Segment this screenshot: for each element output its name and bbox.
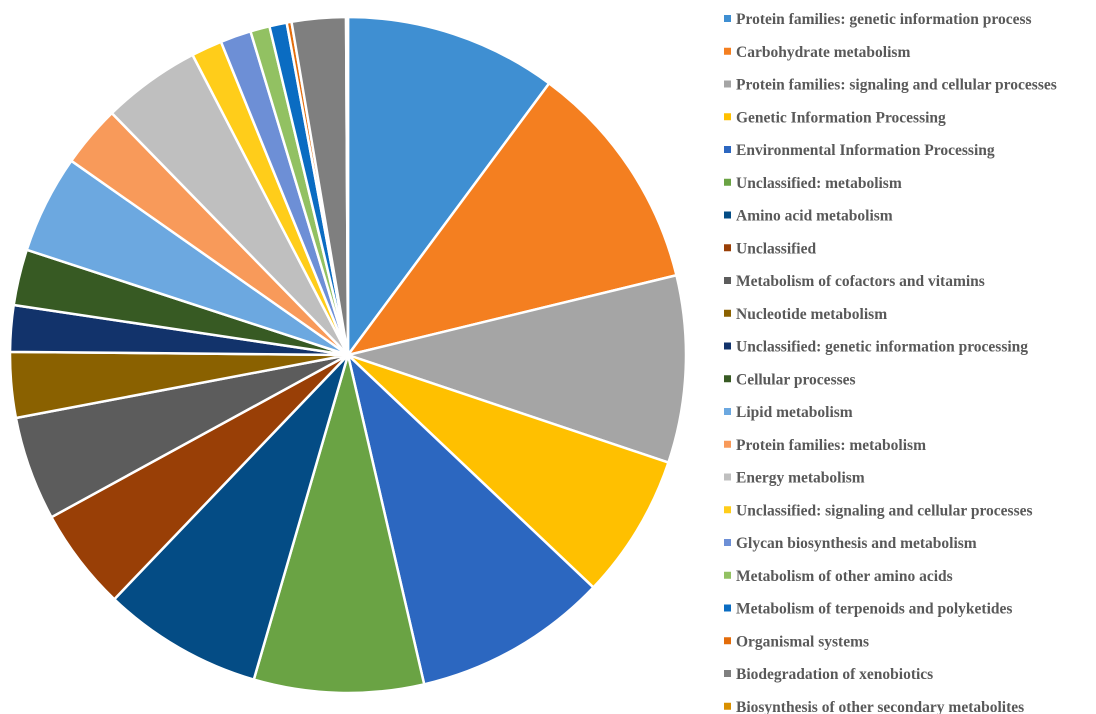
legend-swatch (724, 244, 731, 252)
legend-label: Metabolism of terpenoids and polyketides (736, 601, 1012, 618)
legend-swatch (724, 408, 731, 415)
legend-item: Biosynthesis of other secondary metaboli… (724, 699, 1024, 714)
legend-label: Carbohydrate metabolism (736, 44, 910, 61)
legend-item: Nucleotide metabolism (724, 306, 887, 323)
legend-item: Metabolism of cofactors and vitamins (724, 273, 985, 290)
legend-label: Biodegradation of xenobiotics (736, 666, 933, 683)
legend-item: Metabolism of other amino acids (724, 568, 953, 585)
legend-item: Protein families: genetic information pr… (724, 11, 1032, 28)
pie-slice-4 (346, 353, 595, 686)
legend-label: Unclassified: genetic information proces… (736, 339, 1028, 356)
pie-slice-21 (344, 15, 350, 357)
legend-item: Organismal systems (724, 633, 869, 650)
legend-item: Metabolism of terpenoids and polyketides (724, 601, 1012, 618)
legend: Protein families: genetic information pr… (724, 11, 1057, 714)
legend-label: Organismal systems (736, 633, 869, 650)
legend-label: Genetic Information Processing (736, 109, 946, 126)
legend-label: Protein families: metabolism (736, 437, 926, 454)
legend-item: Unclassified: genetic information proces… (724, 339, 1028, 356)
legend-item: Unclassified: metabolism (724, 175, 902, 192)
legend-label: Metabolism of cofactors and vitamins (736, 273, 985, 290)
legend-label: Protein families: genetic information pr… (736, 11, 1032, 28)
legend-item: Amino acid metabolism (724, 208, 893, 225)
legend-swatch (724, 473, 731, 481)
legend-item: Environmental Information Processing (724, 142, 995, 159)
legend-swatch (724, 15, 731, 22)
legend-item: Lipid metabolism (724, 404, 853, 421)
legend-swatch (724, 146, 731, 153)
legend-swatch (724, 178, 731, 186)
legend-swatch (724, 375, 731, 383)
legend-item: Biodegradation of xenobiotics (724, 666, 933, 683)
pie-slice-1 (346, 82, 678, 357)
legend-swatch (724, 506, 731, 514)
legend-item: Glycan biosynthesis and metabolism (724, 535, 977, 552)
legend-label: Unclassified: metabolism (736, 175, 902, 192)
legend-swatch (724, 539, 731, 546)
legend-swatch (724, 604, 731, 612)
legend-swatch (724, 309, 731, 317)
legend-swatch (724, 702, 731, 710)
legend-label: Energy metabolism (736, 470, 865, 487)
pie-slice-5 (252, 353, 426, 695)
legend-swatch (724, 113, 731, 121)
legend-label: Biosynthesis of other secondary metaboli… (736, 699, 1024, 714)
legend-label: Unclassified (736, 240, 816, 257)
legend-label: Unclassified: signaling and cellular pro… (736, 502, 1033, 519)
legend-label: Environmental Information Processing (736, 142, 995, 159)
legend-swatch (724, 571, 731, 579)
pie-slice-0 (346, 15, 551, 357)
legend-swatch (724, 342, 731, 350)
legend-label: Nucleotide metabolism (736, 306, 887, 323)
legend-label: Protein families: signaling and cellular… (736, 77, 1057, 94)
pie-slice-3 (346, 353, 670, 589)
pie-slice-6 (113, 353, 350, 681)
legend-label: Lipid metabolism (736, 404, 853, 421)
legend-item: Energy metabolism (724, 470, 865, 487)
pie-slice-2 (346, 273, 688, 464)
legend-swatch (724, 211, 731, 219)
legend-item: Unclassified (724, 240, 816, 257)
legend-item: Genetic Information Processing (724, 109, 946, 126)
legend-swatch (724, 277, 731, 284)
legend-swatch (724, 670, 731, 677)
legend-swatch (724, 637, 731, 645)
legend-swatch (724, 47, 731, 55)
legend-item: Protein families: signaling and cellular… (724, 77, 1057, 94)
legend-item: Cellular processes (724, 371, 856, 388)
legend-swatch (724, 80, 731, 88)
legend-item: Unclassified: signaling and cellular pro… (724, 502, 1033, 519)
legend-label: Amino acid metabolism (736, 208, 893, 225)
legend-swatch (724, 440, 731, 448)
legend-item: Protein families: metabolism (724, 437, 926, 454)
pie-slices (8, 15, 688, 695)
legend-label: Metabolism of other amino acids (736, 568, 953, 585)
legend-item: Carbohydrate metabolism (724, 44, 910, 61)
legend-label: Cellular processes (736, 371, 856, 388)
legend-label: Glycan biosynthesis and metabolism (736, 535, 977, 552)
